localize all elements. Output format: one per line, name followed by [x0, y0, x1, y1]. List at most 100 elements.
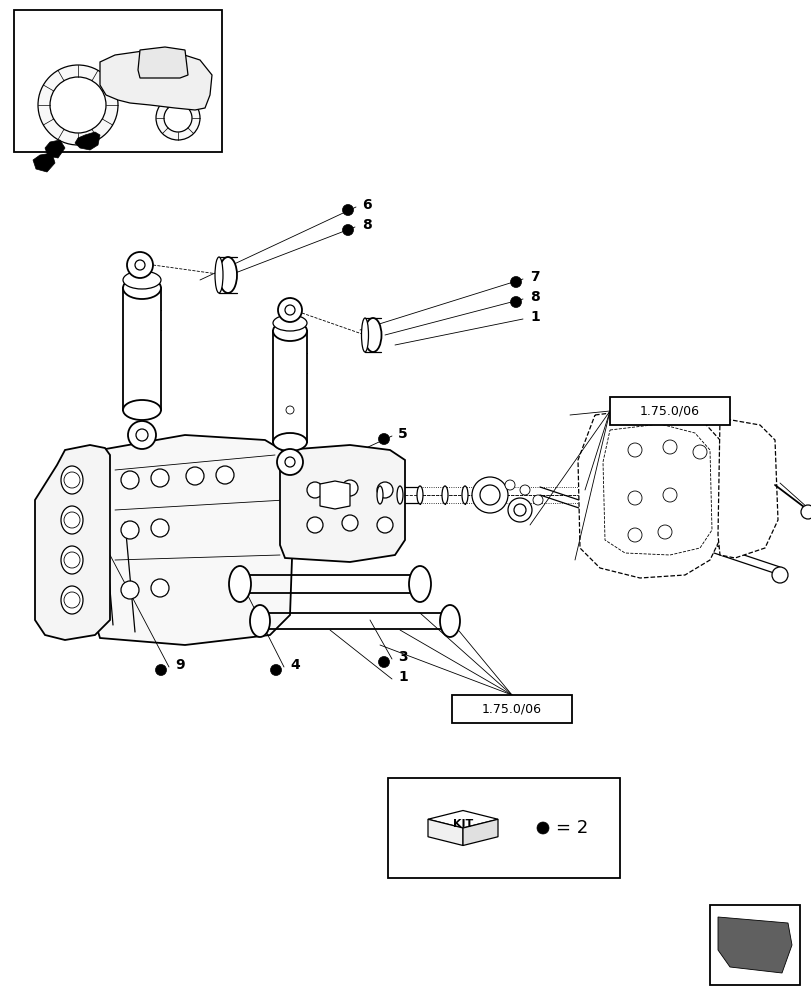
Ellipse shape — [122, 400, 161, 420]
Circle shape — [627, 528, 642, 542]
Ellipse shape — [122, 277, 161, 299]
Ellipse shape — [272, 433, 307, 451]
Circle shape — [342, 205, 353, 216]
Circle shape — [135, 260, 145, 270]
Text: 5: 5 — [397, 427, 407, 441]
Bar — [452, 695, 571, 723]
Circle shape — [216, 466, 234, 484]
Circle shape — [270, 664, 281, 676]
Ellipse shape — [440, 605, 460, 637]
Ellipse shape — [397, 486, 402, 504]
Circle shape — [151, 469, 169, 487]
Circle shape — [341, 480, 358, 496]
Text: 1.75.0/06: 1.75.0/06 — [482, 702, 541, 716]
Circle shape — [663, 488, 676, 502]
Ellipse shape — [219, 257, 237, 293]
Circle shape — [64, 472, 80, 488]
Circle shape — [186, 467, 204, 485]
Circle shape — [64, 512, 80, 528]
Circle shape — [510, 296, 521, 308]
Text: 1: 1 — [397, 670, 407, 684]
Ellipse shape — [361, 318, 368, 352]
Circle shape — [64, 592, 80, 608]
Polygon shape — [122, 288, 161, 410]
Ellipse shape — [272, 315, 307, 331]
Polygon shape — [35, 445, 109, 640]
Circle shape — [127, 252, 152, 278]
Polygon shape — [717, 418, 777, 558]
Circle shape — [508, 498, 531, 522]
Circle shape — [479, 485, 500, 505]
Circle shape — [663, 440, 676, 454]
Polygon shape — [272, 331, 307, 442]
Circle shape — [771, 567, 787, 583]
Circle shape — [38, 65, 118, 145]
Bar — [609, 397, 729, 425]
Circle shape — [128, 421, 156, 449]
Ellipse shape — [61, 506, 83, 534]
Circle shape — [536, 822, 548, 834]
Polygon shape — [717, 917, 791, 973]
Polygon shape — [75, 132, 100, 150]
Circle shape — [151, 519, 169, 537]
Circle shape — [378, 656, 389, 668]
Circle shape — [376, 517, 393, 533]
Bar — [388, 778, 620, 878]
Ellipse shape — [61, 466, 83, 494]
Circle shape — [532, 495, 543, 505]
Circle shape — [277, 298, 302, 322]
Ellipse shape — [441, 486, 448, 504]
Circle shape — [64, 552, 80, 568]
Circle shape — [513, 504, 526, 516]
Polygon shape — [280, 445, 405, 562]
Ellipse shape — [417, 486, 423, 504]
Polygon shape — [138, 47, 188, 78]
Text: 3: 3 — [397, 650, 407, 664]
Polygon shape — [33, 153, 55, 172]
Circle shape — [376, 482, 393, 498]
Ellipse shape — [409, 566, 431, 602]
Circle shape — [50, 77, 106, 133]
Circle shape — [285, 305, 294, 315]
Text: 1.75.0/06: 1.75.0/06 — [639, 404, 699, 418]
Polygon shape — [427, 810, 497, 828]
Circle shape — [510, 276, 521, 288]
Polygon shape — [100, 50, 212, 110]
Circle shape — [657, 525, 672, 539]
Polygon shape — [45, 140, 65, 158]
Circle shape — [121, 521, 139, 539]
Bar — [14, 10, 221, 152]
Bar — [709, 905, 799, 985]
Ellipse shape — [376, 486, 383, 504]
Polygon shape — [95, 435, 294, 645]
Text: 1: 1 — [530, 310, 539, 324]
Circle shape — [164, 104, 191, 132]
Circle shape — [156, 664, 166, 676]
Circle shape — [504, 480, 514, 490]
Circle shape — [285, 406, 294, 414]
Circle shape — [121, 581, 139, 599]
Circle shape — [277, 449, 303, 475]
Polygon shape — [427, 819, 462, 845]
Text: 7: 7 — [530, 270, 539, 284]
Circle shape — [471, 477, 508, 513]
Circle shape — [378, 434, 389, 444]
Text: 8: 8 — [362, 218, 371, 232]
Text: = 2: = 2 — [556, 819, 587, 837]
Polygon shape — [577, 408, 721, 578]
Text: 8: 8 — [530, 290, 539, 304]
Circle shape — [627, 443, 642, 457]
Ellipse shape — [61, 586, 83, 614]
Circle shape — [627, 491, 642, 505]
Ellipse shape — [61, 546, 83, 574]
Circle shape — [151, 579, 169, 597]
Ellipse shape — [122, 271, 161, 289]
Ellipse shape — [215, 257, 223, 293]
Ellipse shape — [364, 318, 381, 352]
Circle shape — [285, 457, 294, 467]
Circle shape — [800, 505, 811, 519]
Ellipse shape — [461, 486, 467, 504]
Ellipse shape — [229, 566, 251, 602]
Text: 4: 4 — [290, 658, 299, 672]
Polygon shape — [320, 481, 350, 509]
